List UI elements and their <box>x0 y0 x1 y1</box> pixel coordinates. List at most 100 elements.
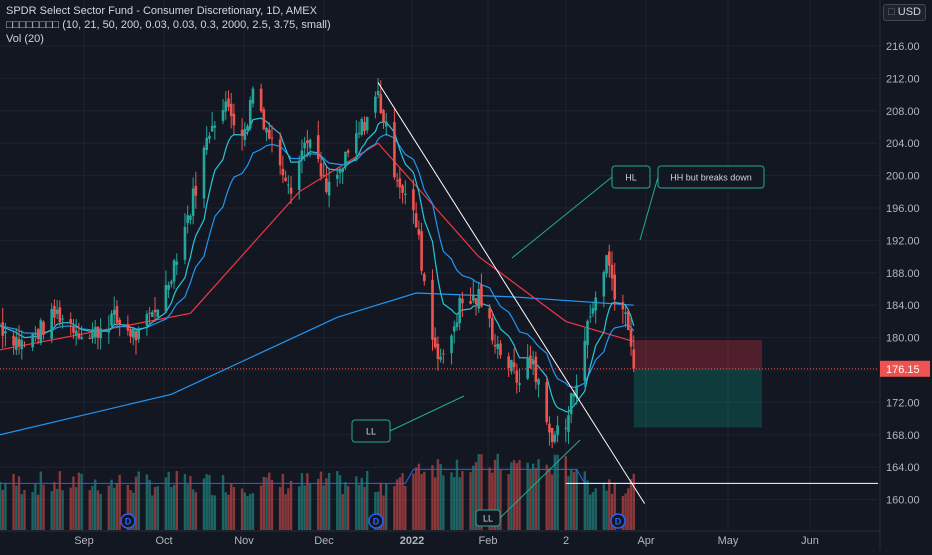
candle-body <box>148 312 151 314</box>
volume-bar <box>172 484 176 530</box>
chart-grid <box>0 0 878 530</box>
candle <box>289 175 293 205</box>
volume-bar <box>115 483 119 530</box>
candle <box>175 253 179 276</box>
volume-bar <box>213 495 217 530</box>
volume-bar <box>194 492 198 530</box>
candle-body <box>471 294 475 301</box>
candle <box>583 328 587 388</box>
volume-legend[interactable]: Vol (20) <box>6 33 44 45</box>
candle <box>548 416 551 446</box>
candle-body <box>450 335 453 354</box>
candle <box>395 172 399 188</box>
volume-bar <box>246 495 249 530</box>
candle-body <box>548 423 551 433</box>
candle <box>363 116 366 135</box>
candle <box>327 169 331 208</box>
candle-body <box>151 312 154 317</box>
candle-body <box>156 309 160 317</box>
candle-body <box>306 140 309 144</box>
dividend-label: D <box>373 517 380 527</box>
candle-body <box>248 100 252 129</box>
candle <box>284 170 287 182</box>
candle-body <box>50 309 53 339</box>
volume-bar <box>374 492 377 530</box>
candle <box>360 117 364 137</box>
candle <box>55 299 59 320</box>
volume-bar <box>208 475 211 530</box>
volume-bar <box>515 463 518 530</box>
candle-body <box>308 139 312 148</box>
volume-bar <box>259 485 263 530</box>
candle-body <box>91 332 94 339</box>
volume-bar <box>224 492 227 530</box>
volume-bar <box>550 474 554 530</box>
candle <box>77 322 81 340</box>
volume-bar <box>385 483 388 530</box>
candle <box>34 325 37 342</box>
volume-bar <box>564 456 567 530</box>
currency-selector[interactable]: □ USD <box>883 4 926 21</box>
candle <box>99 318 102 350</box>
volume-bar <box>548 468 551 530</box>
candle-body <box>88 338 92 340</box>
price-tick-label: 212.00 <box>886 73 920 85</box>
candle-body <box>224 101 228 112</box>
volume-bar <box>589 494 592 530</box>
ma-200-line <box>0 292 634 436</box>
volume-bar <box>491 472 494 530</box>
candle <box>510 359 513 375</box>
candle-body <box>53 306 56 318</box>
volume-bar <box>278 486 282 530</box>
volume-bar <box>53 482 56 530</box>
candle <box>439 348 442 363</box>
candle-body <box>36 329 40 340</box>
candle <box>186 205 189 234</box>
candle-body <box>605 255 608 274</box>
price-tick-label: 208.00 <box>886 106 920 118</box>
position-reward-zone <box>633 368 762 428</box>
volume-bar <box>344 482 347 530</box>
time-tick-label: 2 <box>563 535 569 547</box>
candle-body <box>265 128 268 133</box>
candle-body <box>553 434 557 442</box>
candle <box>229 92 233 129</box>
volume-bar <box>270 479 274 530</box>
candle-body <box>499 343 502 356</box>
volume-bar <box>34 483 37 530</box>
candle <box>382 108 385 129</box>
volume-bar <box>610 493 614 530</box>
volume-bar <box>96 490 100 530</box>
candle <box>53 299 56 326</box>
candle <box>607 244 611 278</box>
candlesticks <box>0 78 636 449</box>
symbol-title[interactable]: SPDR Select Sector Fund - Consumer Discr… <box>6 5 317 17</box>
candle <box>526 344 529 381</box>
candle <box>471 280 475 304</box>
candle-body <box>20 340 24 350</box>
candle <box>567 406 570 444</box>
candle <box>156 309 160 320</box>
volume-bar <box>20 494 23 530</box>
callout-pointer <box>389 395 465 432</box>
candle <box>137 326 141 343</box>
candle-body <box>588 316 592 318</box>
volume-bar <box>627 488 630 530</box>
currency-label: USD <box>897 6 921 18</box>
indicator-legend[interactable]: □□□□□□□□ (10, 21, 50, 200, 0.03, 0.03, 0… <box>6 19 331 31</box>
candle <box>529 345 532 369</box>
volume-bar <box>262 476 266 530</box>
candle-body <box>393 122 396 178</box>
volume-bar <box>61 490 64 530</box>
candle-body <box>96 326 100 338</box>
candle <box>564 418 568 443</box>
candle <box>365 116 369 134</box>
candle <box>36 328 40 345</box>
volume-bar <box>545 464 548 530</box>
volume-bar <box>507 473 510 530</box>
candle <box>303 136 306 162</box>
candle <box>316 120 320 163</box>
candle <box>450 334 453 365</box>
